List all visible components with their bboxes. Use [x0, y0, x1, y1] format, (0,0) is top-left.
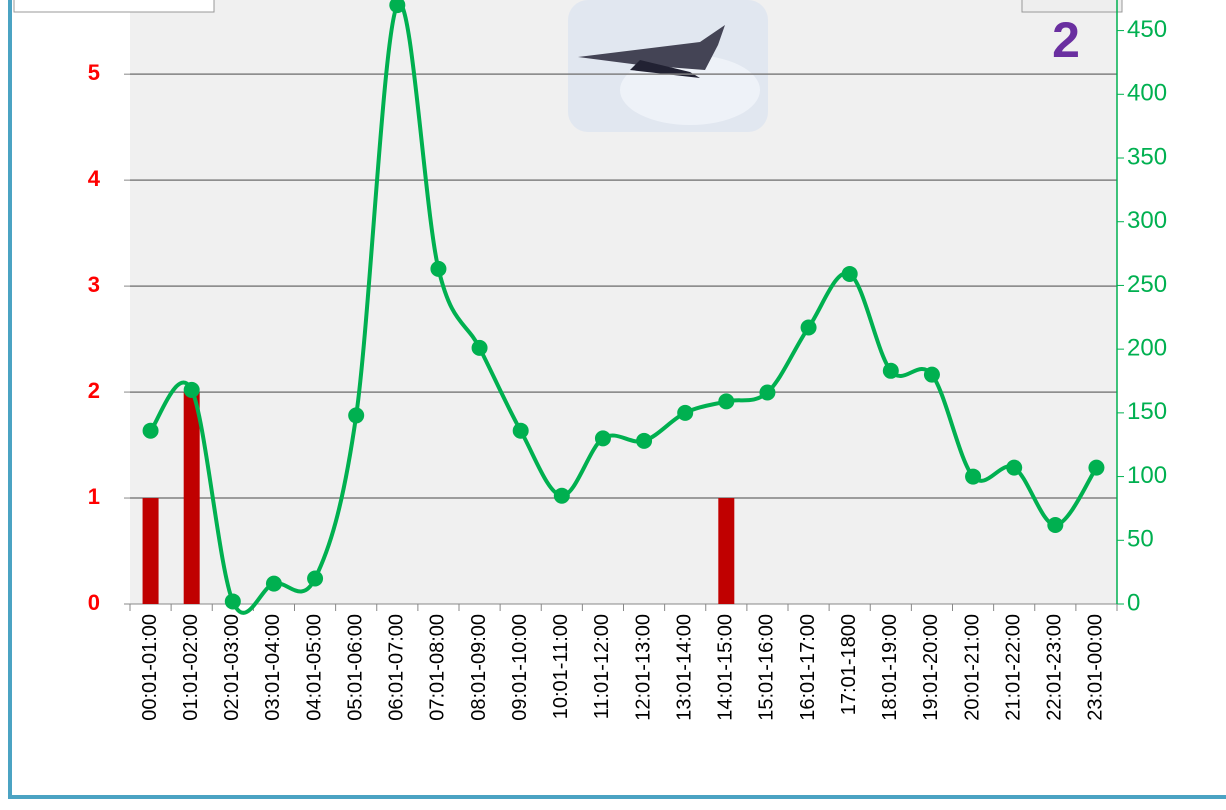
point	[718, 393, 734, 409]
x-tick-label: 12:01-13:00	[632, 614, 654, 721]
point	[965, 469, 981, 485]
y2-tick-label: 100	[1127, 462, 1167, 489]
chart: 01234505010015020025030035040045000:01-0…	[0, 0, 1226, 805]
y-tick-label: 1	[88, 484, 100, 509]
y2-tick-label: 50	[1127, 526, 1154, 553]
x-tick-label: 18:01-19:00	[879, 614, 901, 721]
point	[266, 576, 282, 592]
point	[143, 423, 159, 439]
y-tick-label: 0	[88, 590, 100, 615]
point	[430, 261, 446, 277]
y2-tick-label: 200	[1127, 334, 1167, 361]
x-tick-label: 04:01-05:00	[303, 614, 325, 721]
point	[842, 266, 858, 282]
x-tick-label: 01:01-02:00	[180, 614, 202, 721]
x-tick-label: 23:01-00:00	[1085, 614, 1107, 721]
x-tick-label: 16:01-17:00	[797, 614, 819, 721]
point	[225, 593, 241, 609]
point	[307, 571, 323, 587]
airplane-image	[568, 0, 768, 132]
x-tick-label: 06:01-07:00	[386, 614, 408, 721]
point	[554, 488, 570, 504]
point	[1047, 517, 1063, 533]
point	[924, 367, 940, 383]
x-tick-label: 15:01-16:00	[756, 614, 778, 721]
page: {"chart_data": {"type": "bar-line", "ann…	[0, 0, 1226, 805]
x-tick-label: 14:01-15:00	[715, 614, 737, 721]
x-tick-label: 07:01-08:00	[427, 614, 449, 721]
x-tick-label: 05:01-06:00	[344, 614, 366, 721]
x-tick-label: 20:01-21:00	[961, 614, 983, 721]
point	[595, 430, 611, 446]
bar	[184, 392, 200, 604]
x-tick-label: 13:01-14:00	[673, 614, 695, 721]
y2-tick-label: 350	[1127, 143, 1167, 170]
x-tick-label: 00:01-01:00	[139, 614, 161, 721]
x-tick-label: 02:01-03:00	[221, 614, 243, 721]
y2-tick-label: 400	[1127, 80, 1167, 107]
legend-box	[1022, 0, 1122, 12]
bar	[718, 498, 734, 604]
y-tick-label: 4	[88, 166, 101, 191]
x-tick-label: 11:01-12:00	[591, 614, 613, 719]
point	[883, 363, 899, 379]
x-tick-label: 10:01-11:00	[550, 614, 572, 719]
y2-tick-label: 250	[1127, 271, 1167, 298]
y2-tick-label: 300	[1127, 207, 1167, 234]
point	[184, 382, 200, 398]
bar	[143, 498, 159, 604]
x-tick-label: 19:01-20:00	[920, 614, 942, 721]
y2-tick-label: 450	[1127, 16, 1167, 43]
point	[636, 433, 652, 449]
x-tick-label: 09:01-10:00	[509, 614, 531, 721]
point	[1088, 460, 1104, 476]
legend-box	[14, 0, 214, 12]
point	[348, 407, 364, 423]
point	[472, 340, 488, 356]
y2-tick-label: 150	[1127, 398, 1167, 425]
x-tick-label: 03:01-04:00	[262, 614, 284, 721]
point	[677, 405, 693, 421]
y-tick-label: 2	[88, 378, 100, 403]
badge: 2	[1052, 12, 1080, 68]
x-tick-label: 17:01-1800	[838, 614, 860, 715]
y-tick-label: 3	[88, 272, 100, 297]
point	[801, 319, 817, 335]
point	[1006, 460, 1022, 476]
y-tick-label: 5	[88, 60, 100, 85]
y2-tick-label: 0	[1127, 589, 1140, 616]
x-tick-label: 08:01-09:00	[468, 614, 490, 721]
point	[513, 423, 529, 439]
x-tick-label: 22:01-23:00	[1044, 614, 1066, 721]
point	[759, 384, 775, 400]
x-tick-label: 21:01-22:00	[1002, 614, 1024, 721]
